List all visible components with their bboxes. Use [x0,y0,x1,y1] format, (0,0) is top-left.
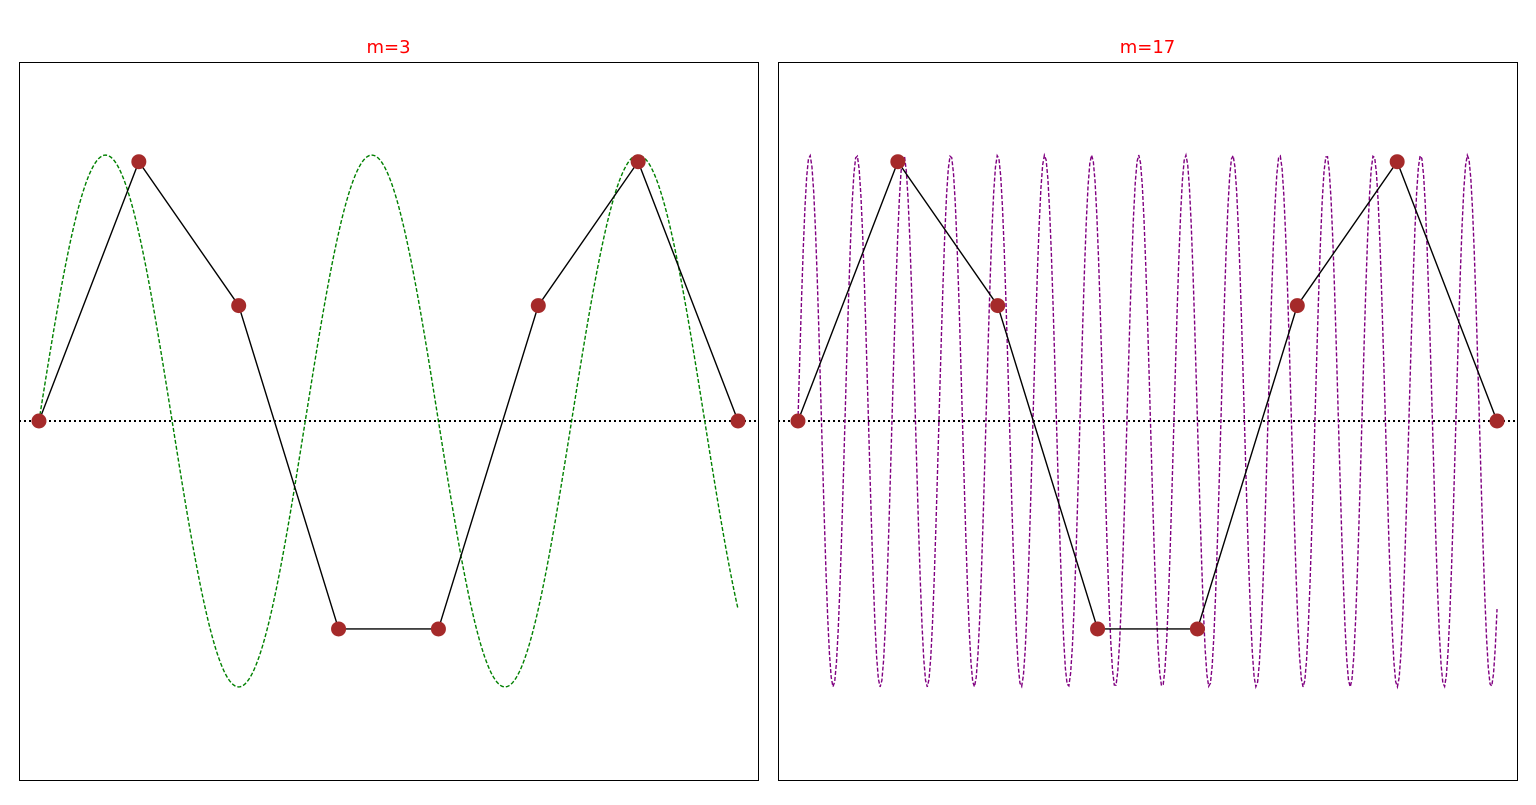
sample-point [1389,154,1405,170]
sample-point [331,621,347,637]
sample-point [630,154,646,170]
panel-m3: m=3 [19,37,759,781]
sample-point [231,298,247,314]
sample-point [1189,621,1205,637]
sample-point [790,413,806,429]
sample-point [990,298,1006,314]
sample-point [890,154,906,170]
sample-point [530,298,546,314]
sample-point [31,413,47,429]
sample-point [430,621,446,637]
panel-title: m=17 [1120,37,1176,58]
sine-curve-m3 [38,154,739,688]
panel-m17: m=17 [778,37,1518,781]
panel-title: m=3 [366,37,410,58]
sample-connector-line [797,160,1498,630]
sample-point [1090,621,1106,637]
sample-point [1489,413,1505,429]
sample-point [131,154,147,170]
sample-connector-line [38,160,739,630]
sample-point [1289,298,1305,314]
sample-point [730,413,746,429]
sine-curve-m17 [797,152,1498,690]
